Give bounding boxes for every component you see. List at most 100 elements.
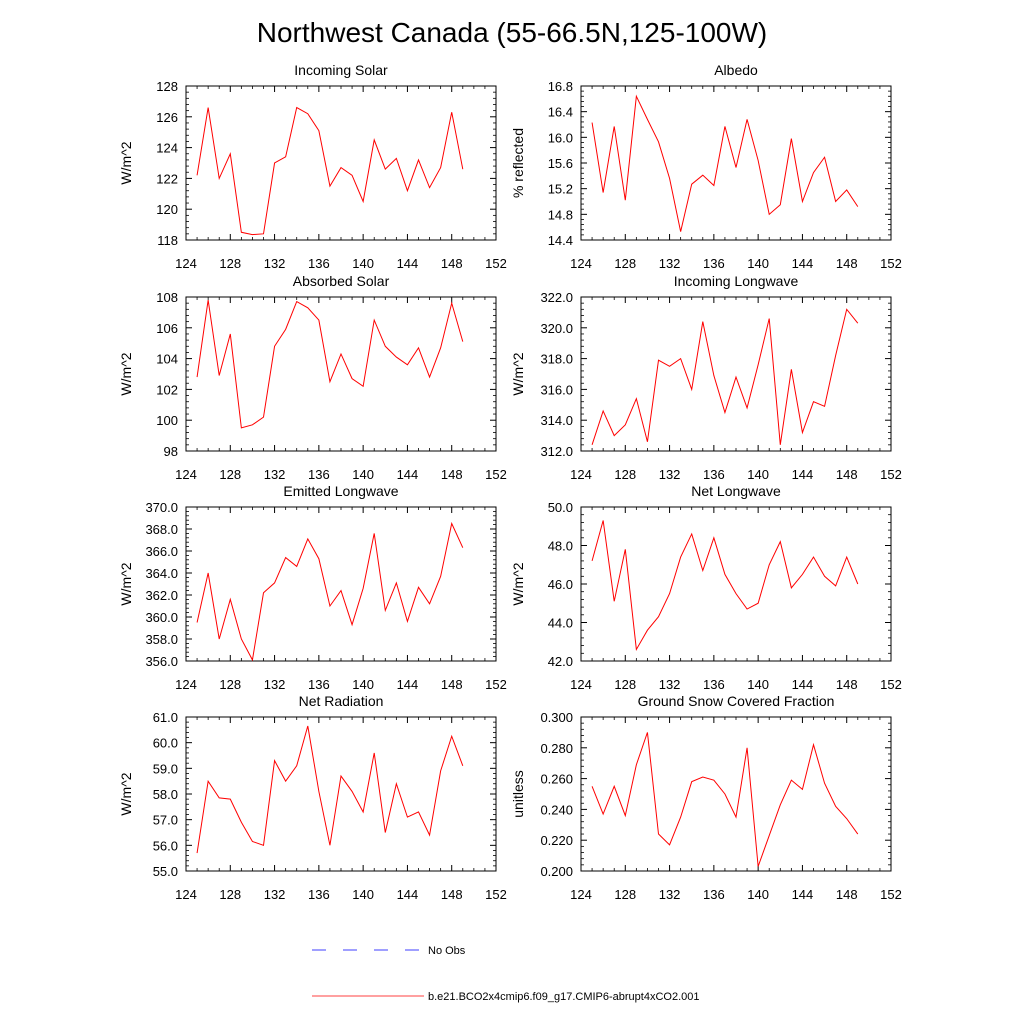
y-axis-label: W/m^2 [118,141,134,184]
y-tick-label: 58.0 [153,787,178,802]
y-tick-label: 50.0 [548,500,573,515]
y-tick-label: 55.0 [153,864,178,879]
x-tick-label: 136 [703,677,725,692]
legend: No Obs b.e21.BCO2x4cmip6.f09_g17.CMIP6-a… [312,945,700,1003]
plot-frame [185,296,497,452]
y-tick-label: 122 [156,171,178,186]
y-tick-label: 42.0 [548,654,573,669]
y-tick-label: 124 [156,141,178,156]
x-tick-label: 128 [614,887,636,902]
x-tick-label: 144 [397,467,419,482]
panel-ground-snow-covered-fraction: Ground Snow Covered Fraction 124 128 132 136… [510,693,902,902]
panel-title: Albedo [714,62,758,78]
y-tick-label: 368.0 [145,522,178,537]
x-tick-label: 152 [485,467,507,482]
y-tick-label: 128 [156,79,178,94]
x-tick-label: 128 [219,256,241,271]
y-tick-label: 360.0 [145,610,178,625]
x-tick-label: 124 [175,677,197,692]
y-tick-label: 320.0 [540,321,573,336]
plot-frame [580,506,892,662]
panel-incoming-solar: Incoming Solar 124 128 132 136 140 144 148 152 11… [118,62,507,271]
x-tick-label: 136 [308,887,330,902]
series-line [591,308,859,445]
x-tick-label: 132 [659,256,681,271]
x-tick-label: 124 [570,887,592,902]
y-tick-label: 0.220 [540,833,573,848]
x-tick-label: 136 [703,467,725,482]
panel-title: Incoming Longwave [674,273,799,289]
y-tick-label: 106 [156,321,178,336]
figure-title: Northwest Canada (55-66.5N,125-100W) [257,17,767,48]
x-tick-label: 140 [352,677,374,692]
y-tick-label: 0.300 [540,710,573,725]
x-tick-label: 140 [352,256,374,271]
y-tick-label: 0.200 [540,864,573,879]
panel-title: Emitted Longwave [283,483,398,499]
x-tick-label: 132 [659,467,681,482]
y-tick-label: 104 [156,352,178,367]
y-tick-label: 61.0 [153,710,178,725]
y-tick-label: 16.0 [548,130,573,145]
y-tick-label: 0.240 [540,802,573,817]
x-tick-label: 152 [485,887,507,902]
y-tick-label: 322.0 [540,290,573,305]
x-tick-label: 140 [352,467,374,482]
panel-title: Net Radiation [299,693,384,709]
series-line [591,94,859,232]
panel-title: Net Longwave [691,483,781,499]
panel-incoming-longwave: Incoming Longwave 124 128 132 136 140 144 148 15… [510,273,902,482]
legend-obs-label: No Obs [428,945,466,957]
plot-frame [185,85,497,241]
x-tick-label: 148 [836,467,858,482]
y-tick-label: 44.0 [548,616,573,631]
y-tick-label: 16.4 [548,105,573,120]
y-tick-label: 56.0 [153,838,178,853]
x-tick-label: 124 [175,256,197,271]
y-tick-label: 48.0 [548,539,573,554]
x-tick-label: 144 [792,256,814,271]
x-tick-label: 152 [485,256,507,271]
plot-frame [185,716,497,872]
x-tick-label: 132 [264,677,286,692]
y-axis-label: W/m^2 [118,772,134,815]
y-tick-label: 126 [156,110,178,125]
x-tick-label: 148 [836,677,858,692]
series-line [591,732,859,867]
y-tick-label: 0.280 [540,741,573,756]
x-tick-label: 148 [441,256,463,271]
x-tick-label: 128 [219,467,241,482]
y-tick-label: 0.260 [540,772,573,787]
y-tick-label: 316.0 [540,382,573,397]
x-tick-label: 144 [792,887,814,902]
x-tick-label: 144 [397,256,419,271]
panel-net-longwave: Net Longwave 124 128 132 136 140 144 148 152 42.0… [510,483,902,692]
series-line [196,300,464,429]
y-tick-label: 364.0 [145,566,178,581]
x-tick-label: 136 [308,256,330,271]
x-tick-label: 148 [836,256,858,271]
y-axis-label: unitless [510,770,526,817]
series-line [196,106,464,236]
plot-frame [185,506,497,662]
plot-frame [580,85,892,241]
y-tick-label: 102 [156,382,178,397]
x-tick-label: 148 [441,677,463,692]
x-tick-label: 152 [880,467,902,482]
x-tick-label: 152 [880,256,902,271]
x-tick-label: 144 [397,887,419,902]
y-axis-label: W/m^2 [510,352,526,395]
panel-absorbed-solar: Absorbed Solar 124 128 132 136 140 144 148 152 98… [118,273,507,482]
y-axis-label: W/m^2 [510,562,526,605]
x-tick-label: 128 [219,887,241,902]
x-tick-label: 128 [219,677,241,692]
y-axis-label: W/m^2 [118,352,134,395]
y-tick-label: 100 [156,413,178,428]
x-tick-label: 136 [703,256,725,271]
x-tick-label: 124 [570,677,592,692]
x-tick-label: 140 [352,887,374,902]
y-tick-label: 14.4 [548,233,573,248]
x-tick-label: 148 [441,467,463,482]
x-tick-label: 124 [570,467,592,482]
y-tick-label: 120 [156,202,178,217]
